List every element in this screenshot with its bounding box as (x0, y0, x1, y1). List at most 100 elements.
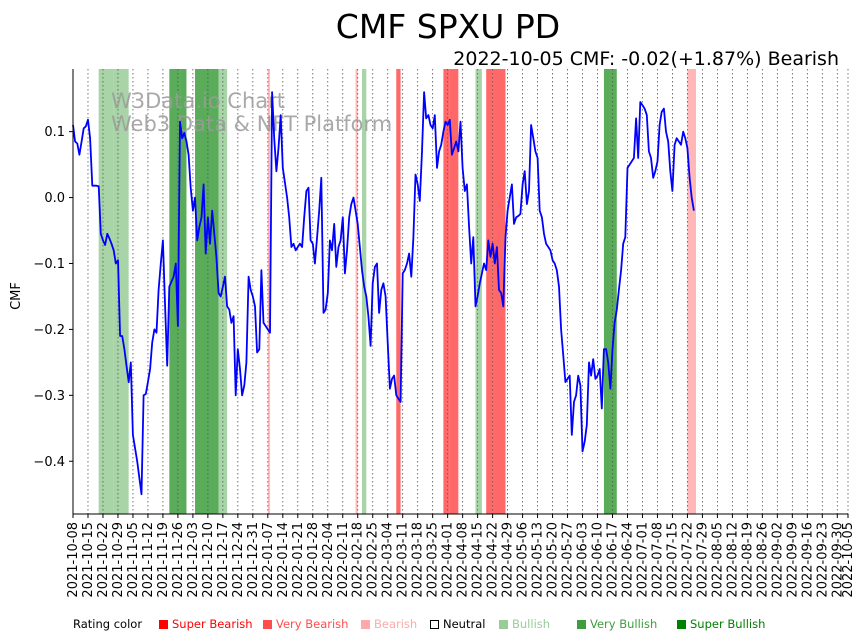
x-tick-label: 2022-05-13 (531, 522, 546, 598)
legend-item: Very Bullish (577, 617, 657, 631)
legend-item: Bullish (499, 617, 550, 631)
x-tick-label: 2021-10-22 (96, 522, 111, 598)
legend-item-label: Super Bullish (690, 617, 766, 631)
x-tick-label: 2022-08-05 (710, 522, 725, 598)
legend-swatch (159, 620, 168, 629)
x-tick-label: 2022-09-16 (800, 522, 815, 598)
legend-item-label: Neutral (443, 617, 486, 631)
legend-item: Bearish (361, 617, 417, 631)
x-tick-label: 2022-08-26 (755, 522, 770, 598)
watermark-line-1: W3Data.io Chart (111, 89, 285, 113)
rating-band (486, 69, 493, 514)
rating-band (687, 69, 696, 514)
legend-item-label: Super Bearish (172, 617, 253, 631)
x-tick-label: 2021-10-15 (81, 522, 96, 598)
legend-swatch (263, 620, 272, 629)
x-tick-label: 2022-05-20 (546, 522, 561, 598)
watermark: W3Data.io Chart Web3 Data & NFT Platform (111, 89, 392, 136)
x-tick-label: 2022-04-29 (501, 522, 516, 598)
axes (72, 69, 848, 515)
y-tick-label: −0.1 (33, 257, 65, 272)
legend-swatch (677, 620, 686, 629)
x-tick-label: 2022-07-29 (695, 522, 710, 598)
x-tick-label: 2022-09-09 (785, 522, 800, 598)
legend-item: Super Bullish (677, 617, 765, 631)
x-tick-label: 2022-03-18 (411, 522, 426, 598)
chart-title: CMF SPXU PD (336, 7, 560, 46)
x-tick-label: 2022-03-11 (396, 522, 411, 598)
x-tick-label: 2022-01-21 (291, 522, 306, 598)
rating-band (169, 69, 181, 514)
x-tick-label: 2022-02-04 (321, 522, 336, 598)
x-tick-label: 2021-10-08 (66, 522, 81, 598)
rating-band (180, 69, 187, 514)
rating-band (355, 69, 358, 514)
legend-swatch (499, 620, 508, 629)
x-tick-label: 2022-09-30 (830, 522, 845, 598)
legend-item: Super Bearish (159, 617, 253, 631)
x-tick-label: 2022-02-25 (366, 522, 381, 598)
rating-band (443, 69, 450, 514)
legend-swatch (577, 620, 586, 629)
x-tick-label: 2022-02-11 (336, 522, 351, 598)
x-tick-label: 2022-10-05 (841, 522, 856, 598)
rating-band (603, 69, 617, 514)
legend-item-label: Very Bearish (276, 617, 349, 631)
rating-band (98, 69, 114, 514)
x-tick-label: 2022-01-07 (261, 522, 276, 598)
legend-swatch (430, 620, 439, 629)
y-tick-label: −0.3 (33, 389, 65, 404)
x-tick-label: 2021-10-29 (111, 522, 126, 598)
rating-band (218, 69, 228, 514)
x-tick-label: 2022-02-18 (351, 522, 366, 598)
rating-band (195, 69, 211, 514)
legend-item-label: Very Bullish (590, 617, 658, 631)
x-tick-label: 2022-04-08 (456, 522, 471, 598)
x-tick-label: 2022-09-23 (815, 522, 830, 598)
x-tick-label: 2021-12-31 (246, 522, 261, 598)
x-tick-label: 2021-12-17 (216, 522, 231, 598)
rating-band (396, 69, 401, 514)
y-axis-label: CMF (9, 282, 24, 310)
x-tick-label: 2022-05-27 (561, 522, 576, 598)
x-tick-label: 2022-07-08 (650, 522, 665, 598)
x-tick-label: 2021-12-24 (231, 522, 246, 598)
y-tick-label: 0.1 (44, 125, 65, 140)
x-tick-label: 2022-08-12 (725, 522, 740, 598)
legend-item-label: Bullish (512, 617, 551, 631)
x-tick-label: 2021-11-12 (141, 522, 156, 598)
rating-band (113, 69, 129, 514)
x-tick-label: 2022-03-04 (381, 522, 396, 598)
watermark-line-2: Web3 Data & NFT Platform (111, 112, 392, 136)
rating-band (210, 69, 219, 514)
y-tick-label: 0.0 (44, 191, 65, 206)
rating-band (362, 69, 367, 514)
rating-band (449, 69, 459, 514)
chart-subtitle: 2022-10-05 CMF: -0.02(+1.87%) Bearish (453, 48, 839, 70)
x-tick-label: 2022-03-25 (426, 522, 441, 598)
legend-item-label: Bearish (374, 617, 418, 631)
x-tick-label: 2022-07-15 (665, 522, 680, 598)
x-tick-label: 2021-11-26 (171, 522, 186, 598)
x-ticks: 2021-10-08 2021-10-15 2021-10-22 2021-10-29… (66, 514, 856, 598)
x-tick-label: 2022-06-10 (591, 522, 606, 598)
x-tick-label: 2022-01-28 (306, 522, 321, 598)
y-tick-label: −0.4 (33, 455, 65, 470)
x-tick-label: 2021-11-19 (156, 522, 171, 598)
x-tick-label: 2022-05-06 (516, 522, 531, 598)
x-tick-label: 2022-06-17 (606, 522, 621, 598)
x-tick-label: 2021-12-10 (201, 522, 216, 598)
x-tick-label: 2022-04-15 (471, 522, 486, 598)
x-tick-label: 2022-07-22 (680, 522, 695, 598)
x-tick-label: 2022-08-19 (740, 522, 755, 598)
legend-item: Neutral (430, 617, 485, 631)
y-tick-label: −0.2 (33, 323, 65, 338)
x-tick-label: 2022-04-01 (441, 522, 456, 598)
legend-label: Rating color (73, 617, 143, 631)
x-tick-label: 2021-11-05 (126, 522, 141, 598)
x-tick-label: 2022-06-24 (620, 522, 635, 598)
legend-item: Very Bearish (263, 617, 348, 631)
series-lines (72, 91, 695, 496)
y-ticks: 0.1 0.0 −0.1 −0.2 −0.3 −0.4 (33, 125, 73, 470)
